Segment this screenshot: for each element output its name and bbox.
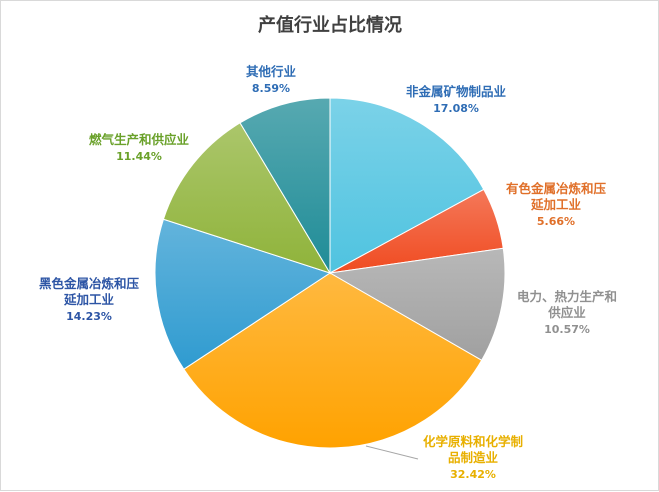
slice-label: 其他行业: [246, 64, 297, 79]
slice-percent-label: 5.66%: [537, 215, 575, 228]
slice-label: 有色金属冶炼和压: [506, 181, 607, 196]
slice-label: 非金属矿物制品业: [406, 84, 507, 99]
slice-label: 延加工业: [63, 292, 115, 307]
slice-label: 电力、热力生产和: [517, 289, 617, 304]
pie-slice: [239, 97, 331, 275]
slice-label: 黑色金属冶炼和压: [39, 276, 140, 291]
pie-slice: [329, 97, 485, 274]
pie-slice: [162, 122, 332, 274]
slice-label: 燃气生产和供应业: [89, 132, 190, 147]
chart-title: 产值行业占比情况: [258, 14, 402, 36]
pie-labels: 非金属矿物制品业17.08%有色金属冶炼和压延加工业5.66%电力、热力生产和供…: [39, 64, 617, 481]
slice-percent-label: 14.23%: [66, 310, 112, 323]
slice-label: 延加工业: [530, 197, 582, 212]
pie-slices: [154, 97, 506, 449]
slice-label: 供应业: [547, 305, 586, 320]
slice-label: 品制造业: [448, 450, 499, 465]
slice-percent-label: 10.57%: [544, 323, 590, 336]
pie-slice: [183, 272, 483, 449]
slice-percent-label: 32.42%: [450, 468, 496, 481]
slice-percent-label: 17.08%: [433, 102, 479, 115]
slice-percent-label: 11.44%: [116, 150, 162, 163]
pie-slice: [154, 218, 332, 370]
pie-slice: [328, 247, 506, 361]
slice-label: 化学原料和化学制: [423, 434, 523, 449]
leader-line: [365, 445, 419, 460]
slice-percent-label: 8.59%: [252, 82, 290, 95]
